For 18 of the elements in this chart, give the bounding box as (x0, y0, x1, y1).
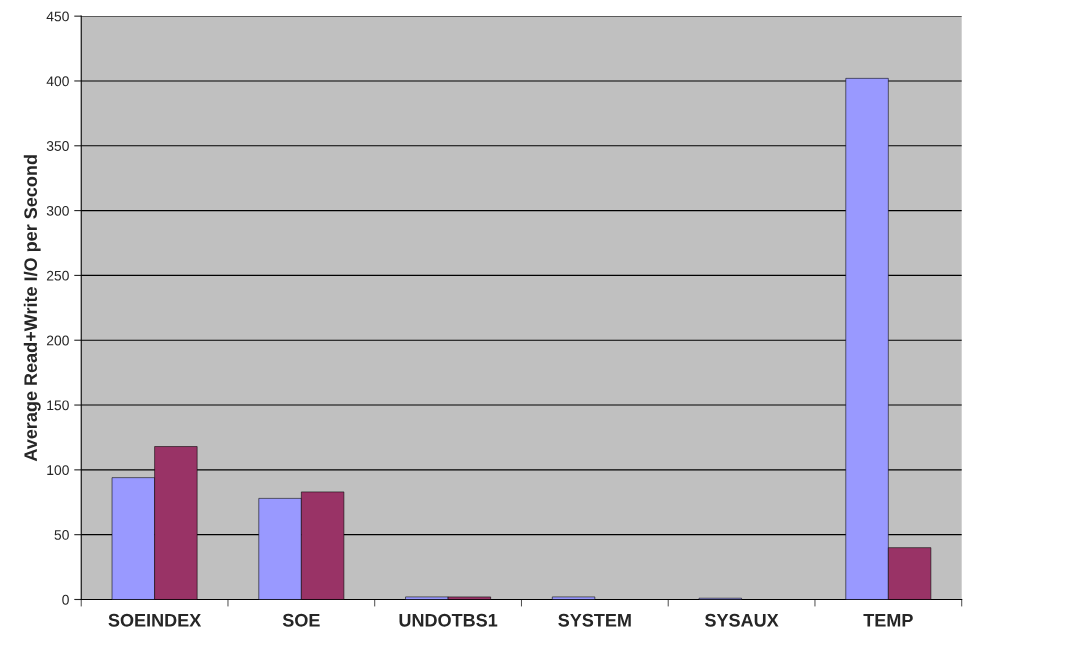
y-tick-label: 350 (46, 141, 69, 151)
y-tick-label: 150 (47, 400, 69, 411)
y-tick-label: 200 (46, 335, 69, 346)
x-tick-label: TEMP (863, 614, 913, 627)
x-tick-label: SOE (282, 613, 320, 627)
y-tick-label: 100 (47, 465, 69, 476)
y-tick-label: 450 (46, 11, 69, 22)
x-tick-label: SYSAUX (704, 613, 779, 627)
y-axis-title: Average Read+Write I/O per Second (23, 155, 41, 462)
y-tick-label: 0 (62, 594, 69, 605)
x-tick-label: SOEINDEX (108, 613, 202, 627)
x-tick-label: SYSTEM (558, 613, 631, 627)
y-tick-label: 400 (46, 76, 69, 87)
x-tick-label: UNDOTBS1 (399, 613, 498, 627)
y-tick-label: 250 (46, 270, 69, 281)
y-tick-label: 50 (54, 530, 69, 540)
bar (552, 596, 596, 600)
y-tick-label: 300 (46, 205, 69, 216)
